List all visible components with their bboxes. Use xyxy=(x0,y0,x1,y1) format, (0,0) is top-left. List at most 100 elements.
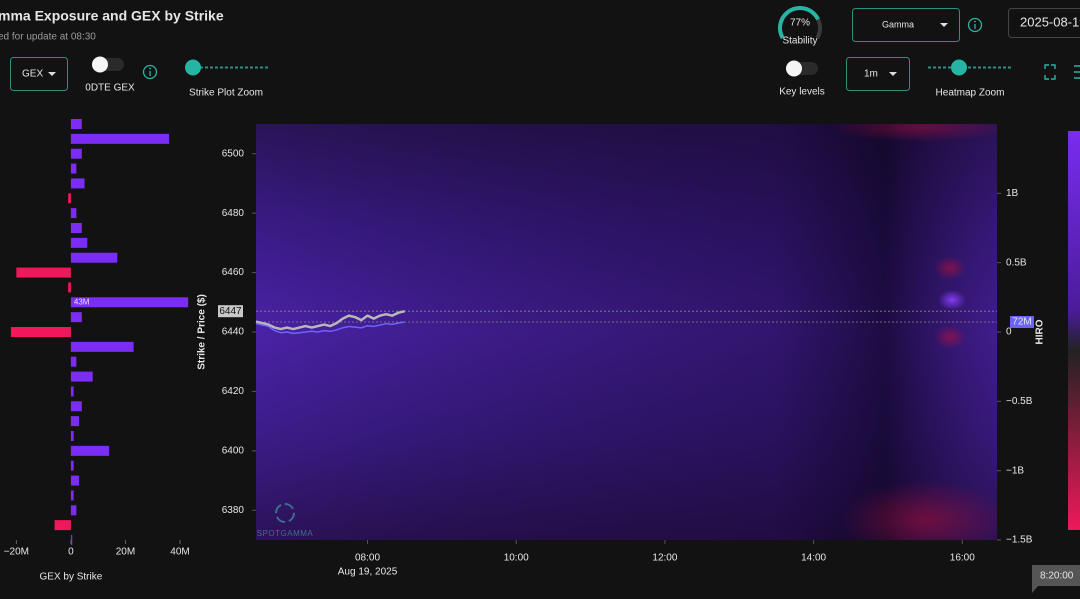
gex-bar xyxy=(70,133,170,144)
x-axis-title: GEX by Strike xyxy=(40,572,103,583)
price-marker-label: 6447 xyxy=(219,306,242,317)
y2-tick-label: 0.5B xyxy=(1006,257,1027,268)
x-tick-label: 08:00 xyxy=(355,553,380,564)
info-circle[interactable] xyxy=(967,17,983,33)
dropdown-value[interactable]: Gamma xyxy=(882,19,914,29)
0dte-toggle[interactable]: 0DTE GEX xyxy=(85,56,135,94)
gex-bar xyxy=(70,371,93,382)
gex-bar xyxy=(70,490,74,501)
x-annotation: Aug 19, 2025 xyxy=(338,567,398,578)
slider-label: Strike Plot Zoom xyxy=(189,88,263,99)
dropdown-value[interactable]: GEX xyxy=(22,69,43,80)
dropdown-box[interactable] xyxy=(846,57,910,91)
stability-value: 77% xyxy=(790,18,810,29)
y2-axis-title: HIRO xyxy=(1035,319,1046,344)
strike-zoom-slider[interactable]: Strike Plot Zoom xyxy=(185,59,270,99)
slider-knob[interactable] xyxy=(951,59,967,76)
heatmap-hot-zone xyxy=(830,124,997,142)
x-tick-label: −20M xyxy=(4,547,29,558)
watermark-logo xyxy=(275,503,295,523)
watermark: SPOTGAMMA xyxy=(257,529,314,538)
gex-bar xyxy=(70,460,74,471)
gex-bar xyxy=(16,267,71,278)
series-line xyxy=(255,309,405,331)
gex-bar xyxy=(68,193,71,204)
y-tick-label: 6500 xyxy=(222,148,245,159)
series-line xyxy=(255,321,405,335)
heatmap-zoom-slider[interactable]: Heatmap Zoom xyxy=(928,59,1013,99)
page-title: mma Exposure and GEX by Strike xyxy=(0,8,224,24)
gex-bar xyxy=(70,535,73,545)
y2-tick-label: −1.5B xyxy=(1006,535,1033,546)
gex-bar xyxy=(54,520,71,531)
y2-tick-label: −0.5B xyxy=(1006,396,1033,407)
gauge-value-arc xyxy=(778,6,822,39)
interval-dropdown[interactable]: 1m xyxy=(846,57,910,91)
toggle-knob[interactable] xyxy=(92,56,108,73)
menu-icon[interactable] xyxy=(1074,65,1080,79)
heatmap-hot-zone xyxy=(934,325,966,349)
charts: 43M −20M 0 20M 40M GEX by Strike 6380 6400 6420 6… xyxy=(4,119,1046,583)
stability-gauge: 77% Stability xyxy=(778,6,822,47)
y-tick-label: 6380 xyxy=(222,505,245,516)
y-tick-label: 6420 xyxy=(222,386,245,397)
heatmap-hot-zone xyxy=(934,256,966,280)
toggle-knob[interactable] xyxy=(786,60,802,77)
hiro-marker-label: 72M xyxy=(1012,317,1031,328)
info-dot xyxy=(974,20,976,23)
y2-tick-label: 1B xyxy=(1006,188,1019,199)
info-circle[interactable] xyxy=(142,64,158,80)
gex-bar xyxy=(70,341,134,352)
gex-bar xyxy=(70,356,77,367)
x-tick-label: 40M xyxy=(170,547,189,558)
metric-dropdown[interactable]: GEX xyxy=(10,57,68,91)
logo-ring xyxy=(275,503,295,523)
dropdown-caret xyxy=(48,72,56,76)
heatmap-hot-zone xyxy=(840,480,997,540)
gex-bar xyxy=(70,401,82,412)
date-picker[interactable]: 2025-08-19 xyxy=(1008,8,1080,38)
slider-knob[interactable] xyxy=(185,59,201,76)
toggle-label: Key levels xyxy=(779,87,825,98)
gex-bar xyxy=(70,297,189,308)
stability-caption: Stability xyxy=(782,36,817,47)
gex-bar xyxy=(70,312,82,323)
fullscreen-icon[interactable] xyxy=(1044,64,1056,80)
greek-dropdown[interactable]: Gamma xyxy=(852,8,960,42)
heatmap xyxy=(256,124,997,540)
gex-bar xyxy=(70,208,77,219)
gex-bar xyxy=(70,148,82,159)
y-tick-label: 6460 xyxy=(222,267,245,278)
x-tick-label: 0 xyxy=(68,547,74,558)
heatmap-shade xyxy=(256,124,997,540)
time-tooltip: 8:20:00 xyxy=(1032,565,1080,593)
gex-bar xyxy=(70,431,74,441)
update-note: ed for update at 08:30 xyxy=(0,32,96,43)
info-icon[interactable] xyxy=(967,17,983,33)
color-scale xyxy=(1068,131,1080,530)
info-dot xyxy=(149,67,151,70)
info-icon[interactable] xyxy=(142,64,158,80)
price-marker-box xyxy=(218,305,243,318)
gex-bar xyxy=(70,416,80,427)
y-tick-label: 6400 xyxy=(222,445,245,456)
x-tick-label: 12:00 xyxy=(652,553,677,564)
toggle-label: 0DTE GEX xyxy=(85,83,135,94)
dropdown-box[interactable] xyxy=(852,8,960,42)
dropdown-value[interactable]: 1m xyxy=(864,69,878,80)
date-value[interactable]: 2025-08-19 xyxy=(1020,14,1080,29)
dropdown-caret xyxy=(889,72,897,76)
key-levels-toggle[interactable]: Key levels xyxy=(779,60,825,98)
gex-bar xyxy=(10,327,71,337)
dropdown-box[interactable] xyxy=(10,57,68,91)
date-box[interactable] xyxy=(1008,8,1080,38)
gex-bar xyxy=(70,505,77,516)
gex-bar xyxy=(70,223,82,233)
y-axis-title: Strike / Price ($) xyxy=(197,294,208,370)
gex-bar xyxy=(70,252,118,263)
gex-bar xyxy=(70,475,80,486)
heatmap-hot-zone xyxy=(938,290,966,310)
bar-value-label: 43M xyxy=(74,297,90,306)
slider-label: Heatmap Zoom xyxy=(936,88,1005,99)
